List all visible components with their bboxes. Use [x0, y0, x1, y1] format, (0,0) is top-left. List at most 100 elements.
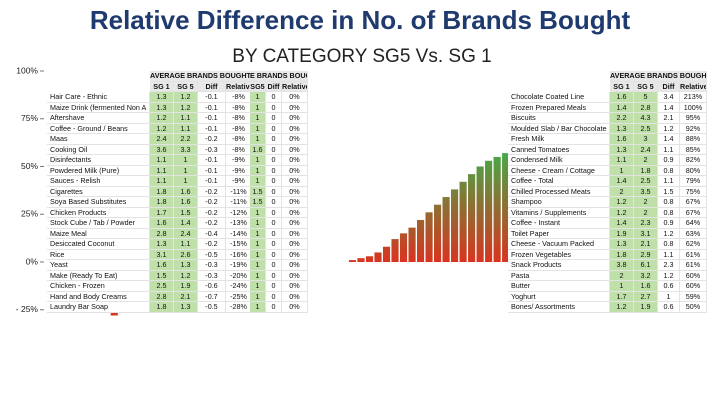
table-cell: 1.4 [658, 134, 680, 145]
table-cell: 0.8 [658, 197, 680, 208]
table-cell: 1 [250, 270, 266, 281]
chart-title: Relative Difference in No. of Brands Bou… [90, 5, 631, 35]
table-cell: 0 [266, 102, 282, 113]
y-tick-label: 25% [21, 209, 38, 219]
bar [357, 258, 365, 262]
table-cell: -12% [226, 207, 252, 218]
table-cell: 64% [680, 218, 707, 229]
bar [425, 212, 433, 262]
table-cell: -13% [226, 218, 252, 229]
table-cell: 85% [680, 144, 707, 155]
table-cell: -8% [226, 123, 252, 134]
row-label: Hair Care - Ethnic [47, 92, 150, 103]
table-cell: 3.6 [150, 144, 174, 155]
row-label: Chocolate Coated Line [508, 92, 610, 103]
row-label: Chicken Products [47, 207, 150, 218]
table-cell: 0 [266, 155, 282, 166]
y-tick-label: 50% [21, 161, 38, 171]
table-cell: 1.2 [610, 207, 634, 218]
table-cell: 0% [282, 113, 308, 124]
table-cell: 1.3 [174, 260, 198, 271]
row-label: Soya Based Substitutes [47, 197, 150, 208]
row-label: Laundry Bar Soap [47, 302, 150, 313]
table-cell: -11% [226, 186, 252, 197]
row-label: Powdered Milk (Pure) [47, 165, 150, 176]
table-cell: -0.7 [198, 291, 226, 302]
bar [493, 156, 501, 262]
table-cell: 2 [610, 270, 634, 281]
row-label: Cheese - Vacuum Packed [508, 239, 610, 250]
data-table: E BRANDS BOUGHTSG5DiffRelative100%100%10… [250, 71, 308, 313]
column-header: Relative [680, 81, 707, 92]
table-cell: 1.2 [150, 113, 174, 124]
table-cell: -0.1 [198, 102, 226, 113]
table-cell: 2.4 [174, 228, 198, 239]
row-label: Snack Products [508, 260, 610, 271]
table-cell: 1 [250, 123, 266, 134]
row-label: Frozen Vegetables [508, 249, 610, 260]
table-cell: -19% [226, 260, 252, 271]
table-cell: 0 [266, 113, 282, 124]
table-cell: 1.3 [150, 92, 174, 103]
table-cell: 0 [266, 134, 282, 145]
bar [374, 252, 382, 262]
column-header: Relative [226, 81, 252, 92]
row-label: Maize Drink (fermented Non A [47, 102, 150, 113]
bar [399, 233, 408, 262]
column-header: SG 5 [634, 81, 658, 92]
table-cell: -0.1 [198, 113, 226, 124]
row-label: Maas [47, 134, 150, 145]
table-cell: -28% [226, 302, 252, 313]
bar [348, 260, 357, 262]
data-table: AVERAGE BRANDS BOUGHT SG 1 SG 5 Diff Relativ… [508, 71, 707, 313]
table-cell: 2.3 [658, 260, 680, 271]
table-cell: 3.3 [174, 144, 198, 155]
table-cell: 1 [250, 165, 266, 176]
table-cell: 0% [282, 186, 308, 197]
row-label: Cheese - Cream / Cottage [508, 165, 610, 176]
table-cell: 1.1 [610, 155, 634, 166]
table-cell: 92% [680, 123, 707, 134]
column-header: SG5 [250, 81, 266, 92]
table-cell: 2.2 [174, 134, 198, 145]
table-cell: -0.2 [198, 218, 226, 229]
table-cell: 2 [610, 186, 634, 197]
chart-subtitle: BY CATEGORY SG5 Vs. SG 1 [232, 46, 491, 67]
table-cell: 0 [266, 207, 282, 218]
table-cell: 4.3 [634, 113, 658, 124]
table-cell: 1.6 [174, 197, 198, 208]
table-cell: 3.1 [150, 249, 174, 260]
table-cell: 0% [282, 102, 308, 113]
table-cell: 1 [250, 281, 266, 292]
table-cell: 3.2 [634, 270, 658, 281]
table-cell: 0 [266, 291, 282, 302]
table-cell: 0% [282, 302, 308, 313]
table-cell: -0.1 [198, 92, 226, 103]
row-label: Stock Cube / Tab / Powder [47, 218, 150, 229]
table-cell: 3 [634, 134, 658, 145]
table-cell: 0.9 [658, 218, 680, 229]
table-cell: 1.3 [610, 144, 634, 155]
table-cell: 1.6 [174, 186, 198, 197]
row-label: Fresh Milk [508, 134, 610, 145]
row-label: Vitamins / Supplements [508, 207, 610, 218]
table-cell: 1.6 [150, 260, 174, 271]
table-cell: 2.5 [634, 176, 658, 187]
table-cell: 1 [250, 176, 266, 187]
y-tick-label: 100% [16, 65, 38, 75]
table-cell: 3.1 [634, 228, 658, 239]
table-cell: 0 [266, 270, 282, 281]
bar [434, 204, 442, 262]
table-cell: -8% [226, 144, 252, 155]
table-cell: 1.4 [610, 102, 634, 113]
table-cell: 0 [266, 281, 282, 292]
table-cell: 100% [680, 102, 707, 113]
table-cell: 1.6 [634, 281, 658, 292]
table-cell: -8% [226, 92, 252, 103]
table-cell: -0.3 [198, 144, 226, 155]
table-cell: 0 [266, 144, 282, 155]
table-cell: 1.2 [174, 92, 198, 103]
row-label: Coffee - Ground / Beans [47, 123, 150, 134]
column-header: Diff [658, 81, 680, 92]
table-cell: 88% [680, 134, 707, 145]
